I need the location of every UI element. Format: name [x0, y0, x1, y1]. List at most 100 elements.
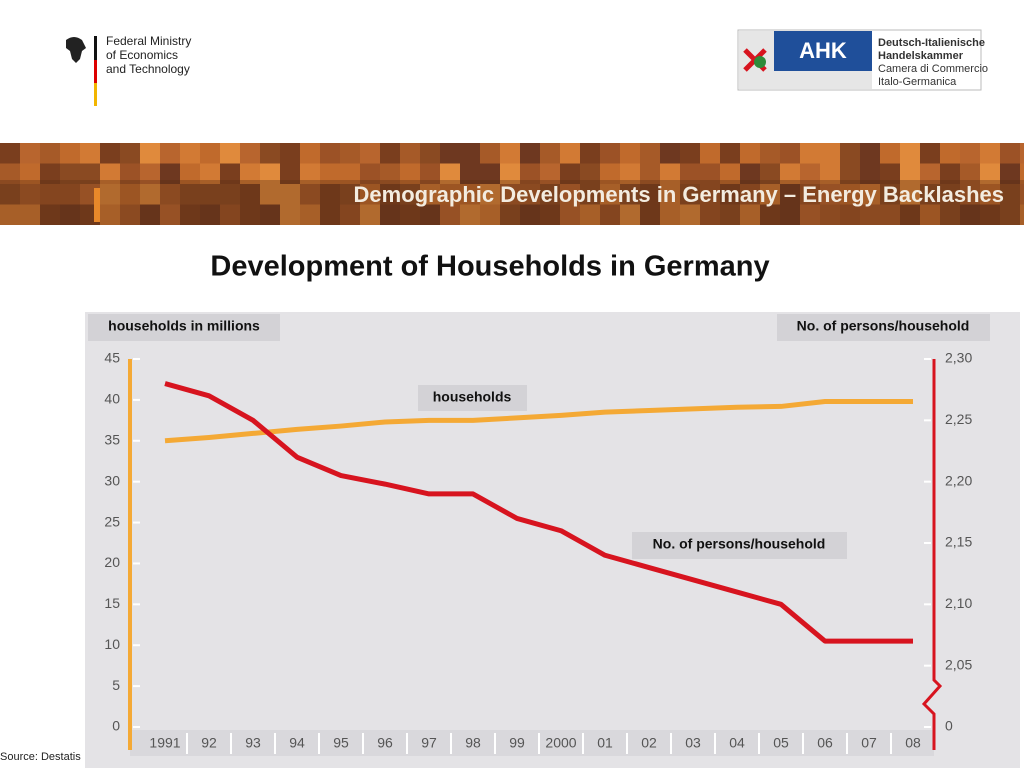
banner-tile [400, 163, 420, 184]
x-tick-label: 06 [817, 735, 833, 751]
banner-tile [820, 163, 840, 184]
banner-tile [180, 163, 200, 184]
banner-tile [800, 143, 820, 164]
banner-tile [620, 163, 640, 184]
banner-tile [100, 184, 120, 205]
banner-tile [900, 204, 920, 225]
flag-black [94, 36, 97, 60]
banner-tile [1020, 163, 1024, 184]
banner-tile [420, 163, 440, 184]
banner-tile [820, 204, 840, 225]
banner-tile [200, 204, 220, 225]
banner-tile [980, 163, 1000, 184]
y2-tick-label: 0 [945, 718, 953, 734]
banner-tile [240, 143, 260, 164]
banner-tile [520, 143, 540, 164]
banner-tile [320, 143, 340, 164]
banner-tile [280, 184, 300, 205]
banner-tile [780, 163, 800, 184]
banner-tile [680, 143, 700, 164]
ahk-text: AHK [799, 38, 847, 63]
x-tick-label: 95 [333, 735, 349, 751]
banner-tile [500, 184, 520, 205]
banner-tile [880, 204, 900, 225]
banner-tile [520, 184, 540, 205]
banner-tile [740, 204, 760, 225]
banner-tile [260, 143, 280, 164]
banner-tile [780, 184, 800, 205]
banner-tile [580, 204, 600, 225]
source: Source: Destatis [0, 751, 81, 763]
banner-tile [660, 163, 680, 184]
banner-tile [920, 143, 940, 164]
banner-tile [680, 204, 700, 225]
x-tick-label: 94 [289, 735, 305, 751]
banner-tile [540, 143, 560, 164]
banner-tile [220, 163, 240, 184]
banner-tile [940, 204, 960, 225]
banner-tile [960, 163, 980, 184]
banner-tile [380, 143, 400, 164]
banner-tile [600, 204, 620, 225]
banner-tile [300, 143, 320, 164]
y-tick-label: 45 [104, 350, 120, 366]
banner-tile [220, 143, 240, 164]
banner-tile [500, 204, 520, 225]
ministry-text: Federal Ministry [106, 34, 191, 48]
chamber-text: Italo-Germanica [878, 76, 957, 88]
banner-tile [600, 163, 620, 184]
banner-tile [1000, 184, 1020, 205]
series-line [164, 381, 913, 644]
banner-tile [440, 163, 460, 184]
series-line [164, 399, 913, 444]
banner-tile [220, 184, 240, 205]
y-axis-label: households in millions [108, 318, 260, 334]
y-tick-label: 5 [112, 677, 120, 693]
banner-tile [240, 163, 260, 184]
y-tick-label: 10 [104, 636, 120, 652]
x-tick-label: 2000 [545, 735, 576, 751]
banner-tile [0, 163, 20, 184]
banner-tile [820, 143, 840, 164]
y2label-box [777, 314, 990, 341]
banner-tile [700, 143, 720, 164]
ylabel-box [88, 314, 280, 341]
banner-tile [760, 204, 780, 225]
banner-tile [180, 143, 200, 164]
banner-tile [860, 163, 880, 184]
banner-tile [560, 184, 580, 205]
banner-tile [120, 163, 140, 184]
banner-tile [800, 184, 820, 205]
banner-tile [740, 163, 760, 184]
banner-tile [560, 163, 580, 184]
banner-tile [900, 184, 920, 205]
series-label-box [418, 385, 527, 411]
banner-tile [180, 204, 200, 225]
banner-shade [0, 180, 1024, 225]
banner-tile [280, 163, 300, 184]
flag-red [94, 60, 97, 83]
banner-tile [860, 184, 880, 205]
banner-tile [0, 143, 20, 164]
banner-tile [60, 143, 80, 164]
banner-tile [440, 143, 460, 164]
banner-tile [580, 184, 600, 205]
banner-tile [580, 163, 600, 184]
y-tick-label: 0 [112, 718, 120, 734]
banner-tile [80, 163, 100, 184]
banner-tile [540, 163, 560, 184]
series-label: households [433, 389, 512, 405]
banner-tile [960, 204, 980, 225]
x-tick-label: 92 [201, 735, 217, 751]
banner-tile [40, 184, 60, 205]
chart-title: Development of Households in Germany [210, 251, 769, 283]
banner-tile [760, 184, 780, 205]
banner-tile [40, 143, 60, 164]
y2-tick-label: 2,25 [945, 411, 972, 427]
banner-tile [760, 163, 780, 184]
banner-tile [420, 184, 440, 205]
x-tick-label: 05 [773, 735, 789, 751]
banner-tile [380, 163, 400, 184]
ministry-logo: Federal Ministry of Economics and Techno… [66, 34, 191, 106]
banner-tile [20, 163, 40, 184]
